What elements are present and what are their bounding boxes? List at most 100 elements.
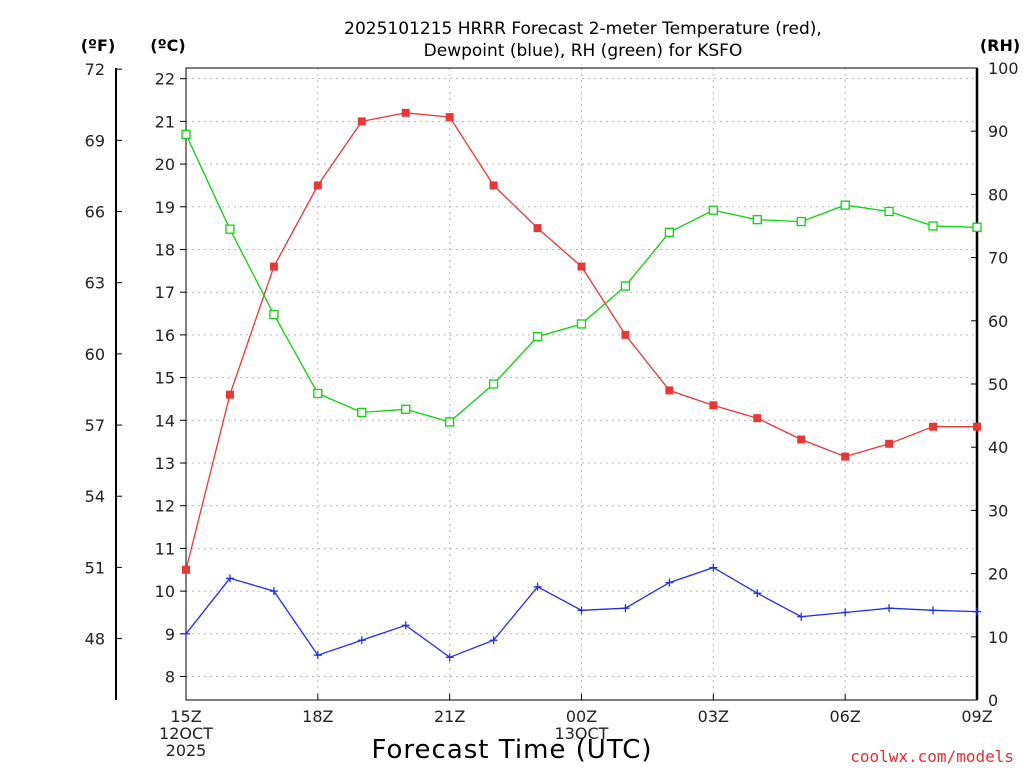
- x-tick-label: 03Z: [698, 707, 729, 726]
- chart-subtitle: Dewpoint (blue), RH (green) for KSFO: [424, 41, 743, 61]
- dewpoint-point: [841, 608, 850, 617]
- dewpoint-point: [225, 574, 234, 583]
- rh-point: [313, 388, 323, 399]
- temperature-point: [182, 565, 190, 574]
- celsius-tick-label: 8: [165, 668, 175, 687]
- celsius-tick-label: 18: [155, 240, 175, 259]
- fahrenheit-tick-label: 54: [85, 487, 105, 506]
- celsius-tick-label: 21: [155, 112, 175, 131]
- rh-tick-label: 40: [988, 438, 1008, 457]
- fahrenheit-tick-label: 57: [85, 416, 105, 435]
- data-series: [181, 108, 982, 662]
- chart-title: 2025101215 HRRR Forecast 2-meter Tempera…: [344, 19, 822, 39]
- x-tick-label: 13OCT: [555, 724, 609, 743]
- dewpoint-point: [269, 587, 278, 596]
- temperature-point: [665, 386, 674, 395]
- rh-point: [445, 417, 455, 427]
- dewpoint-point: [797, 612, 806, 621]
- rh-point: [840, 200, 850, 210]
- rh-point: [269, 309, 279, 320]
- rh-unit-label: (RH): [980, 36, 1020, 55]
- rh-tick-label: 70: [988, 249, 1008, 268]
- temperature-point: [885, 439, 894, 448]
- rh-point: [576, 319, 587, 329]
- rh-point: [532, 331, 543, 342]
- temperature-point: [797, 435, 806, 444]
- dewpoint-point: [357, 636, 366, 645]
- dewpoint-point: [929, 606, 938, 615]
- temperature-point: [841, 452, 850, 461]
- fahrenheit-tick-label: 69: [85, 131, 105, 150]
- rh-tick-label: 20: [988, 565, 1008, 584]
- fahrenheit-tick-label: 48: [85, 630, 105, 649]
- dewpoint-point: [753, 589, 762, 598]
- temperature-point: [533, 224, 542, 233]
- plot-frame: [185, 67, 978, 701]
- dewpoint-point: [533, 582, 542, 591]
- celsius-tick-label: 11: [155, 539, 175, 558]
- celsius-tick-label: 16: [155, 326, 175, 345]
- rh-tick-label: 60: [988, 312, 1008, 331]
- x-tick-label: 09Z: [961, 707, 992, 726]
- rh-point: [488, 379, 499, 389]
- dewpoint-point: [577, 606, 586, 615]
- temperature-point: [445, 113, 454, 122]
- dewpoint-point: [401, 621, 410, 630]
- dewpoint-point: [973, 607, 981, 616]
- rh-tick-label: 90: [988, 122, 1008, 141]
- rh-tick-label: 100: [988, 59, 1019, 78]
- fahrenheit-tick-label: 63: [85, 274, 105, 293]
- fahrenheit-tick-label: 66: [85, 203, 105, 222]
- fahrenheit-tick-label: 72: [85, 60, 105, 79]
- dewpoint-point: [709, 563, 718, 572]
- temperature-point: [313, 181, 322, 190]
- celsius-tick-label: 17: [155, 283, 175, 302]
- x-tick-label: 15Z: [170, 707, 201, 726]
- fahrenheit-tick-label: 60: [85, 345, 105, 364]
- rh-tick-label: 50: [988, 375, 1008, 394]
- celsius-tick-label: 22: [155, 70, 175, 89]
- grid-lines: [185, 68, 978, 700]
- celsius-tick-label: 14: [155, 411, 175, 430]
- x-tick-label: 18Z: [302, 707, 333, 726]
- dewpoint-point: [489, 636, 498, 645]
- celsius-tick-label: 20: [155, 155, 175, 174]
- dewpoint-point: [182, 629, 190, 638]
- rh-point: [225, 224, 235, 234]
- celsius-tick-label: 13: [155, 454, 175, 473]
- rh-point: [884, 206, 894, 217]
- rh-point: [664, 227, 675, 237]
- x-tick-label: 21Z: [434, 707, 465, 726]
- temperature-point: [225, 390, 234, 399]
- celsius-tick-label: 15: [155, 369, 175, 388]
- rh-tick-label: 0: [988, 691, 998, 710]
- dewpoint-point: [665, 578, 674, 587]
- x-tick-label: 00Z: [566, 707, 597, 726]
- x-axis-label: Forecast Time (UTC): [371, 735, 652, 765]
- celsius-tick-label: 10: [155, 582, 175, 601]
- dewpoint-point: [885, 604, 894, 613]
- credit-label: coolwx.com/models: [850, 747, 1014, 766]
- rh-point: [752, 215, 762, 225]
- celsius-tick-label: 12: [155, 497, 175, 516]
- temperature-point: [973, 422, 981, 431]
- rh-point: [928, 221, 938, 231]
- rh-point: [796, 216, 806, 227]
- temperature-point: [401, 108, 410, 117]
- temperature-point: [269, 262, 278, 271]
- dewpoint-point: [313, 651, 322, 660]
- fahrenheit-unit-label: (ºF): [81, 36, 116, 55]
- celsius-unit-label: (ºC): [150, 36, 185, 55]
- rh-tick-label: 10: [988, 628, 1008, 647]
- celsius-tick-label: 9: [165, 625, 175, 644]
- fahrenheit-tick-label: 51: [85, 558, 105, 577]
- rh-point: [620, 281, 631, 291]
- temperature-point: [621, 330, 630, 339]
- tick-labels: 8 9 10 11 12 13 14 15 16 17 18 19 20 21 22 48 51 54 57 60 63…: [85, 59, 1019, 760]
- temperature-point: [577, 262, 586, 271]
- rh-point: [357, 407, 367, 418]
- temperature-point: [929, 422, 938, 431]
- rh-point: [972, 222, 982, 232]
- dewpoint-point: [621, 604, 630, 613]
